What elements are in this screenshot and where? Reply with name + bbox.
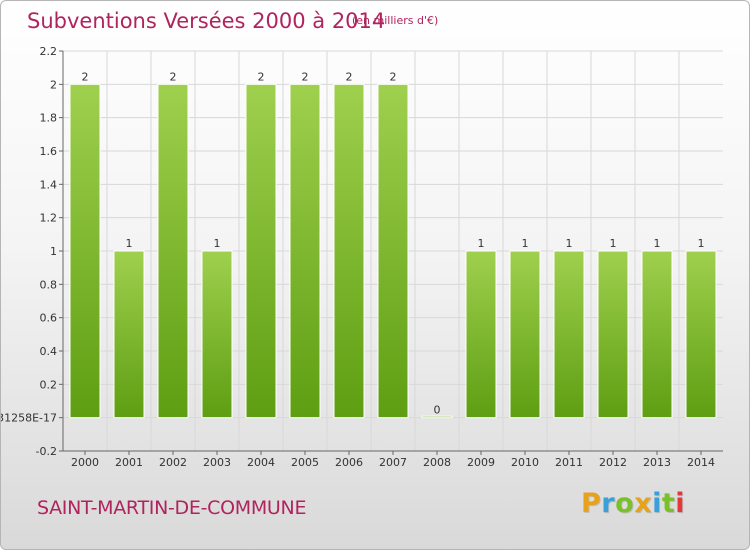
y-tick-label: 0.2 xyxy=(40,378,58,391)
logo-letter: x xyxy=(634,488,653,519)
logo-letter: r xyxy=(601,488,616,519)
y-tick-label: 1.2 xyxy=(40,212,58,225)
bar xyxy=(245,83,277,419)
bar xyxy=(597,250,629,419)
y-tick-label: 1.6 xyxy=(40,145,58,158)
data-label: 1 xyxy=(522,237,529,250)
logo-letter: o xyxy=(615,488,635,519)
data-label: 1 xyxy=(478,237,485,250)
x-tick-label: 2010 xyxy=(511,456,539,469)
data-label: 2 xyxy=(170,70,177,83)
y-tick-label: 0.4 xyxy=(40,345,58,358)
x-tick-label: 2007 xyxy=(379,456,407,469)
logo-letter: t xyxy=(661,488,676,519)
y-tick-label: -0.2 xyxy=(36,445,57,458)
x-tick-label: 2003 xyxy=(203,456,231,469)
proxiti-logo[interactable]: Proxiti xyxy=(581,488,685,519)
bar xyxy=(333,83,365,419)
y-tick-label: 1.4 xyxy=(40,178,58,191)
y-tick-label: -5.5511151231258E-17 xyxy=(1,412,57,425)
data-label: 1 xyxy=(654,237,661,250)
data-label: 1 xyxy=(126,237,133,250)
x-tick-label: 2013 xyxy=(643,456,671,469)
y-tick-label: 2 xyxy=(50,78,57,91)
data-label: 1 xyxy=(698,237,705,250)
bar xyxy=(553,250,585,419)
y-tick-label: 0.6 xyxy=(40,312,58,325)
x-tick-label: 2002 xyxy=(159,456,187,469)
logo-letter: i xyxy=(652,488,662,519)
bar xyxy=(69,83,101,419)
x-tick-label: 2014 xyxy=(687,456,715,469)
data-label: 2 xyxy=(82,70,89,83)
bar xyxy=(465,250,497,419)
y-tick-label: 1.8 xyxy=(40,112,58,125)
bar xyxy=(641,250,673,419)
logo-letter: P xyxy=(581,488,602,519)
y-tick-label: 2.2 xyxy=(40,45,58,58)
x-tick-label: 2008 xyxy=(423,456,451,469)
bar xyxy=(157,83,189,419)
y-tick-label: 1 xyxy=(50,245,57,258)
chart-unit-note: (en milliers d'€) xyxy=(352,14,439,27)
data-label: 2 xyxy=(302,70,309,83)
data-label: 1 xyxy=(566,237,573,250)
data-label: 2 xyxy=(390,70,397,83)
bar xyxy=(377,83,409,419)
commune-name: SAINT-MARTIN-DE-COMMUNE xyxy=(37,497,307,519)
bar xyxy=(113,250,145,419)
chart-title: Subventions Versées 2000 à 2014 xyxy=(27,9,386,33)
bar xyxy=(685,250,717,419)
bar xyxy=(289,83,321,419)
x-tick-label: 2004 xyxy=(247,456,275,469)
data-label: 2 xyxy=(346,70,353,83)
y-tick-label: 0.8 xyxy=(40,278,58,291)
bar xyxy=(421,415,453,419)
data-label: 0 xyxy=(434,404,441,417)
data-label: 1 xyxy=(214,237,221,250)
x-tick-label: 2005 xyxy=(291,456,319,469)
data-label: 2 xyxy=(258,70,265,83)
x-tick-label: 2009 xyxy=(467,456,495,469)
x-tick-label: 2006 xyxy=(335,456,363,469)
x-tick-label: 2011 xyxy=(555,456,583,469)
x-tick-label: 2001 xyxy=(115,456,143,469)
bar xyxy=(509,250,541,419)
x-tick-label: 2012 xyxy=(599,456,627,469)
x-tick-label: 2000 xyxy=(71,456,99,469)
data-label: 1 xyxy=(610,237,617,250)
logo-letter: i xyxy=(675,488,686,519)
bar xyxy=(201,250,233,419)
